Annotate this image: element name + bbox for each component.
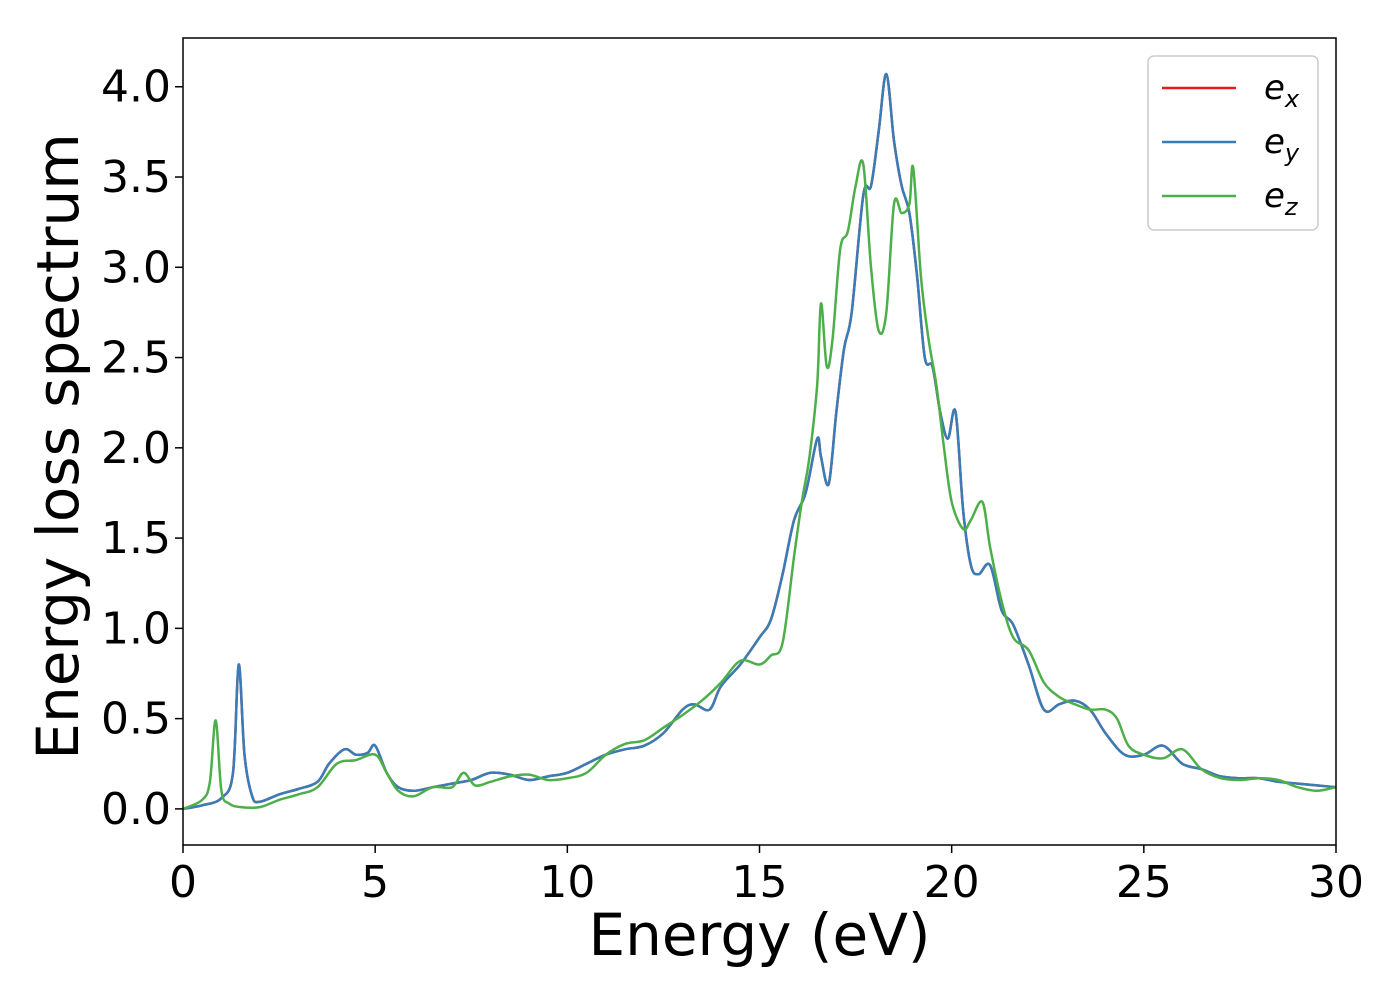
x-tick-label: 15 bbox=[732, 857, 788, 908]
y-tick-label: 1.5 bbox=[101, 513, 171, 564]
y-tick-label: 3.5 bbox=[101, 152, 171, 203]
x-axis-label: Energy (eV) bbox=[588, 901, 930, 969]
x-tick-label: 10 bbox=[539, 857, 595, 908]
series-line-e-y bbox=[183, 72, 1336, 811]
y-tick-label: 1.0 bbox=[101, 603, 171, 654]
y-tick-label: 3.0 bbox=[101, 242, 171, 293]
y-axis-label: Energy loss spectrum bbox=[24, 133, 92, 759]
x-tick-label: 0 bbox=[169, 857, 197, 908]
x-tick-label: 20 bbox=[924, 857, 980, 908]
plot-frame bbox=[182, 37, 1337, 846]
y-tick-label: 2.5 bbox=[101, 333, 171, 384]
x-tick-label: 5 bbox=[361, 857, 389, 908]
legend-label: ez bbox=[1264, 176, 1299, 221]
x-axis-ticks: 0 5 10 15 20 25 30 bbox=[169, 845, 1364, 908]
legend: ex ey ez bbox=[1147, 55, 1319, 231]
y-tick-label: 4.0 bbox=[101, 62, 171, 113]
y-tick-label: 0.0 bbox=[101, 784, 171, 835]
legend-label: ey bbox=[1264, 122, 1300, 167]
y-axis-ticks: 0.0 0.5 1.0 1.5 2.0 2.5 3.0 3.5 4.0 bbox=[101, 62, 183, 835]
y-tick-label: 0.5 bbox=[101, 694, 171, 745]
x-tick-label: 25 bbox=[1116, 857, 1172, 908]
series-lines bbox=[183, 72, 1336, 811]
y-tick-label: 2.0 bbox=[101, 423, 171, 474]
x-tick-label: 30 bbox=[1308, 857, 1364, 908]
series-line-e-z bbox=[183, 159, 1336, 811]
legend-label: ex bbox=[1264, 68, 1300, 113]
